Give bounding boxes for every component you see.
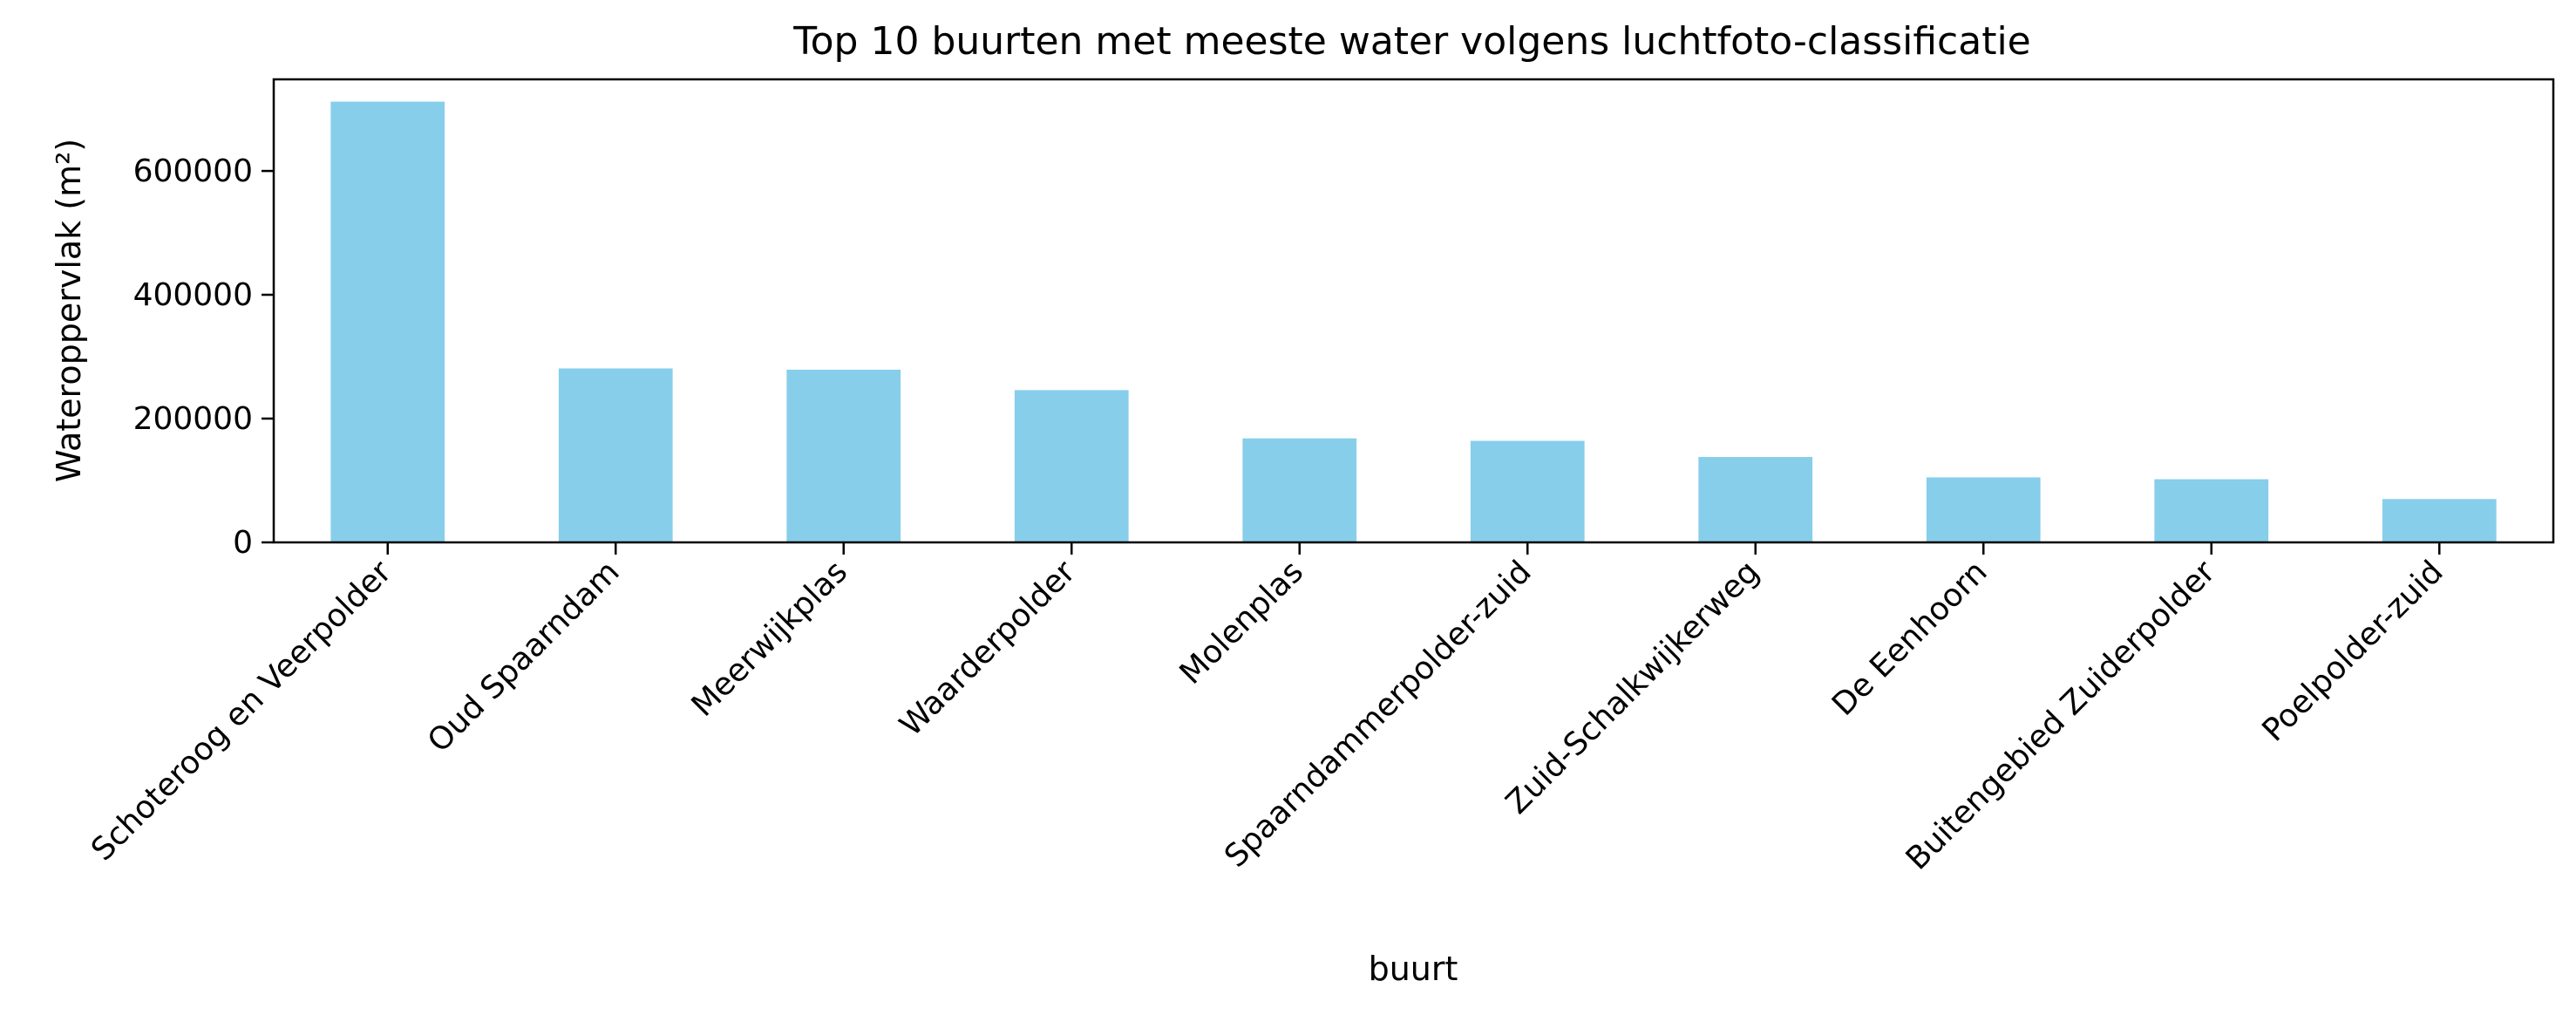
y-tick-label: 200000: [133, 401, 253, 437]
bar: [1014, 390, 1129, 542]
bar: [1470, 440, 1585, 542]
chart-title: Top 10 buurten met meeste water volgens …: [792, 19, 2031, 64]
y-axis-ticks: 0 200000 400000 600000: [133, 153, 274, 561]
y-tick-label: 600000: [133, 153, 253, 189]
bar: [1698, 457, 1813, 542]
bar: [330, 101, 445, 542]
bar: [786, 369, 901, 542]
y-tick-label: 400000: [133, 277, 253, 313]
bar: [558, 368, 673, 542]
bar: [2382, 499, 2497, 542]
x-axis-label: buurt: [1369, 950, 1458, 988]
y-axis-label: Wateroppervlak (m²): [50, 139, 88, 482]
y-tick-label: 0: [233, 525, 253, 561]
bar: [1926, 477, 2041, 542]
bar: [2154, 479, 2269, 542]
bars-group: [330, 101, 2497, 542]
plot-frame: [272, 78, 2555, 544]
bar: [1242, 438, 1357, 542]
